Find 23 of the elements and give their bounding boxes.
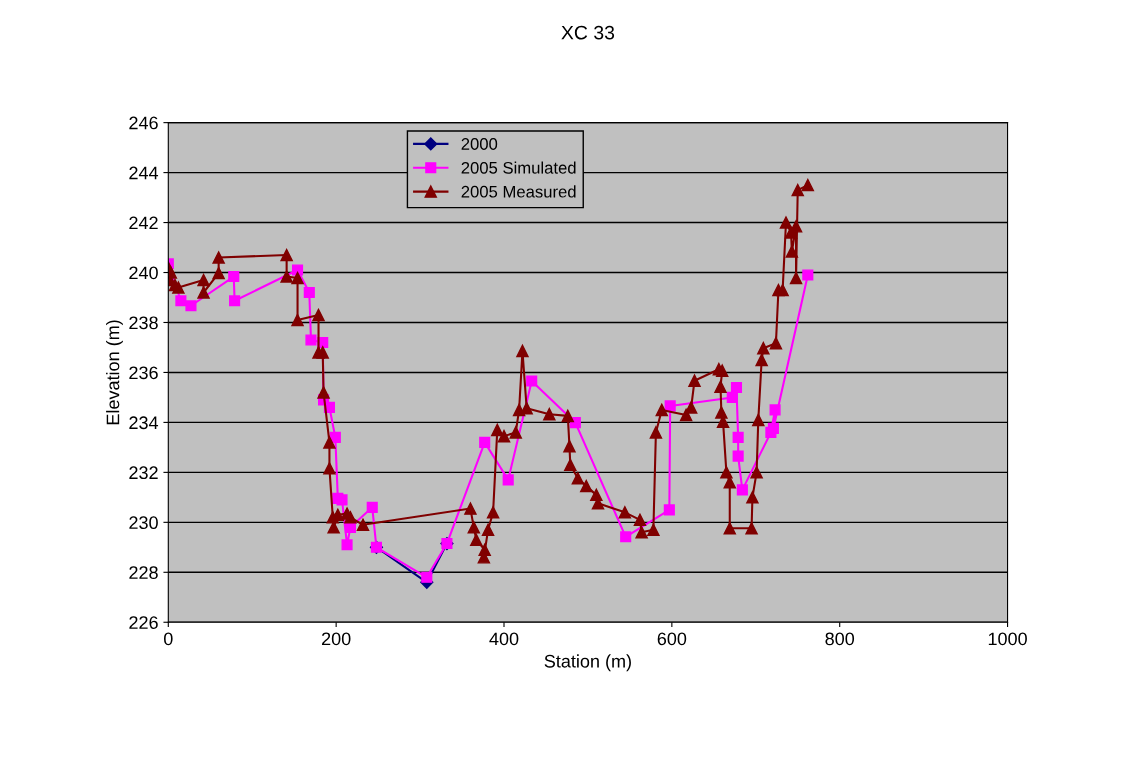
y-tick-label: 242 — [129, 216, 158, 230]
x-axis-title: Station (m) — [544, 654, 631, 672]
x-tick-label: 0 — [163, 632, 173, 646]
y-tick-label: 240 — [129, 266, 158, 280]
y-tick-label: 232 — [129, 466, 158, 480]
y-tick-label: 246 — [129, 116, 158, 130]
y-axis-title: Elevation (m) — [106, 320, 123, 425]
y-tick-label: 226 — [129, 616, 158, 629]
x-tick-label: 800 — [825, 632, 855, 646]
legend-label: 2000 — [461, 138, 498, 150]
y-tick-label: 238 — [129, 316, 158, 330]
x-tick-label: 1000 — [988, 632, 1027, 646]
y-tick-label: 228 — [129, 566, 158, 580]
x-tick-label: 400 — [489, 632, 519, 646]
legend-label: 2005 Measured — [461, 185, 576, 198]
y-tick-label: 234 — [129, 416, 159, 430]
x-tick-label: 600 — [657, 632, 687, 646]
legend-label: 2005 Simulated — [461, 161, 576, 174]
x-tick-label: 200 — [322, 632, 351, 646]
chart-title: XC 33 — [561, 25, 615, 40]
y-tick-label: 244 — [129, 166, 159, 180]
y-tick-label: 230 — [129, 516, 158, 530]
y-tick-label: 236 — [129, 366, 158, 380]
